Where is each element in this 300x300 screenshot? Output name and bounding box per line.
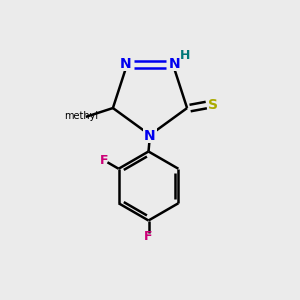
Text: S: S: [208, 98, 218, 112]
Text: F: F: [144, 230, 153, 244]
Text: F: F: [100, 154, 109, 167]
Text: N: N: [119, 56, 131, 70]
Text: N: N: [169, 56, 180, 70]
Text: methyl: methyl: [64, 111, 98, 121]
Text: H: H: [180, 49, 191, 62]
Text: N: N: [144, 129, 156, 142]
